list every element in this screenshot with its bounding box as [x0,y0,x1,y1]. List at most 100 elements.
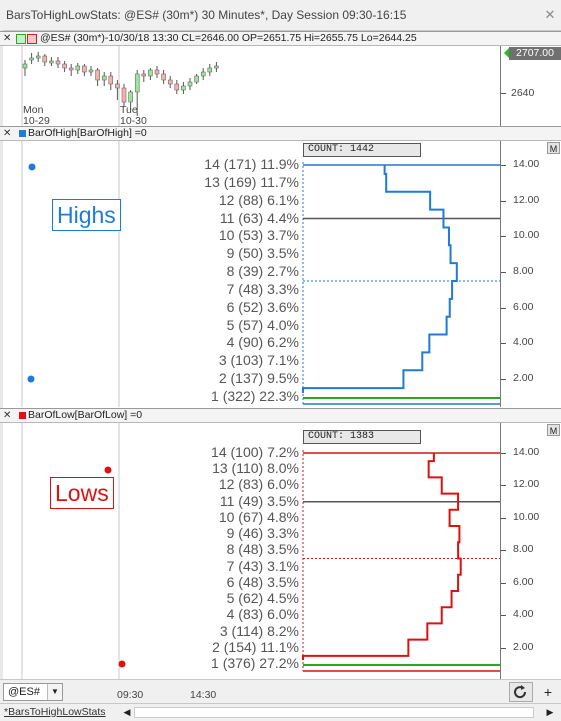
chevron-down-icon[interactable]: ▼ [47,684,62,700]
candle-body [128,91,133,103]
stat-row: 8 (39) 2.7% [226,263,299,280]
candle-body [194,75,199,83]
scale-tick [501,517,506,519]
stat-row: 1 (322) 22.3% [211,388,299,404]
marker-dot [118,660,126,668]
scale-label: 14.00 [513,158,540,170]
series-color-icon [19,130,26,137]
stat-row: 13 (169) 11.7% [204,173,299,190]
candle-body [95,69,100,81]
scale-label: 2.00 [513,372,534,385]
scale-tick [501,485,506,487]
stat-row: 9 (46) 3.3% [226,525,299,542]
lows-chart-area[interactable]: Lows COUNT: 1383 14 (100) 7.2% 13 (110) 8… [3,423,500,679]
candle-body [62,63,67,69]
highs-m-button[interactable]: M [547,142,560,154]
candle-body [75,65,81,71]
left-gutter [0,30,3,680]
refresh-button[interactable] [509,682,533,702]
stat-row: 1 (376) 27.2% [211,655,299,671]
scale-label: 10.00 [513,229,540,242]
stat-row: 9 (50) 3.5% [226,245,299,262]
candle-body [161,73,166,81]
candle-body [214,65,219,69]
candle-body [200,71,206,77]
candle-body [68,67,74,71]
scroll-right-icon[interactable]: ▶ [546,707,554,717]
close-pane-icon[interactable]: ✕ [3,410,12,421]
scale-label: 4.00 [513,336,534,349]
highs-scale[interactable]: M 14.00 12.00 10.00 8.00 6.00 4.00 2.00 [500,141,561,407]
close-pane-icon[interactable]: ✕ [3,128,12,139]
highs-pane-header: ✕ BarOfHigh[BarOfHigh] =0 [0,126,561,141]
date-label-date: 10-29 [23,115,50,127]
stat-row: 14 (100) 7.2% [211,444,299,460]
highs-pane-title: BarOfHigh[BarOfHigh] =0 [28,127,147,139]
candle-body [174,83,180,91]
candle-body [134,73,140,93]
close-pane-icon[interactable]: ✕ [3,33,12,44]
stat-row: 10 (67) 4.8% [218,508,299,525]
price-chart-area[interactable]: Mon 10-29 Tue 10-30 [3,46,500,127]
scale-tick [501,165,506,166]
price-pane-title: @ES# (30m*)-10/30/18 13:30 CL=2646.00 OP… [40,32,417,44]
stat-row: 2 (137) 9.5% [218,370,299,387]
tab-barstohighlowstats[interactable]: *BarsToHighLowStats [4,706,106,718]
stat-row: 5 (62) 4.5% [226,590,299,607]
candle-body [187,81,193,87]
candle-body [55,60,61,65]
candle-body [82,65,87,73]
lows-scale[interactable]: M 14.00 12.00 10.00 8.00 6.00 4.00 2.00 [500,423,561,679]
stat-row: 12 (88) 6.1% [218,191,299,208]
price-scale[interactable]: 2707.00 2640 [500,46,561,126]
highs-count-box: COUNT: 1442 [303,143,421,157]
up-bar-icon [16,34,26,44]
price-candles [21,46,219,126]
scale-label: 8.00 [513,265,534,278]
lows-pane-header: ✕ BarOfLow[BarOfLow] =0 [0,408,561,423]
stat-row: 2 (154) 11.1% [212,638,299,655]
scale-tick [501,453,506,454]
candle-body [29,57,34,61]
stat-row: 10 (53) 3.7% [218,227,299,244]
horizontal-scrollbar[interactable] [134,707,534,718]
time-axis-label: 14:30 [190,689,217,701]
scale-tick [501,200,506,202]
stat-row: 7 (48) 3.3% [226,280,299,297]
highs-histogram [21,141,500,407]
symbol-selector[interactable]: @ES# ▼ [3,683,63,701]
candle-body [42,55,48,63]
scale-tick [501,647,506,649]
scale-tick [501,550,506,552]
scale-label: 2640 [511,87,535,99]
scale-label: 12.00 [513,193,540,206]
close-icon[interactable]: ✕ [544,7,556,22]
candle-body [22,63,28,69]
stat-row: 5 (57) 4.0% [226,316,299,333]
stat-row: 4 (90) 6.2% [226,334,299,351]
stat-row: 3 (114) 8.2% [219,622,299,639]
stat-row: 14 (171) 11.9% [204,156,299,172]
scroll-left-icon[interactable]: ◀ [123,707,131,717]
marker-dot [28,163,36,171]
scale-tick [501,307,506,309]
stat-row: 11 (49) 3.5% [219,492,299,509]
date-label-day: Tue [120,104,138,116]
candle-body [35,55,41,59]
scale-tick [501,582,506,584]
series-color-icon [19,412,26,419]
window-title: BarsToHighLowStats: @ES# (30m*) 30 Minut… [6,8,407,22]
lows-m-button[interactable]: M [547,424,560,436]
scale-label: 2.00 [513,640,534,653]
add-button[interactable]: + [543,684,553,700]
tab-bar: *BarsToHighLowStats ◀ ▶ [0,703,561,721]
down-bar-icon [27,34,37,44]
highs-chart-area[interactable]: Highs COUNT: 1442 14 (171) 11.9% 13 (169)… [3,141,500,407]
scale-label: 4.00 [513,608,534,621]
scale-tick [501,236,506,238]
stat-row: 8 (48) 3.5% [226,541,299,558]
candle-body [141,73,147,77]
last-price-marker: 2707.00 [509,47,561,60]
window-titlebar: BarsToHighLowStats: @ES# (30m*) 30 Minut… [0,0,561,31]
histogram-outline [302,453,462,660]
